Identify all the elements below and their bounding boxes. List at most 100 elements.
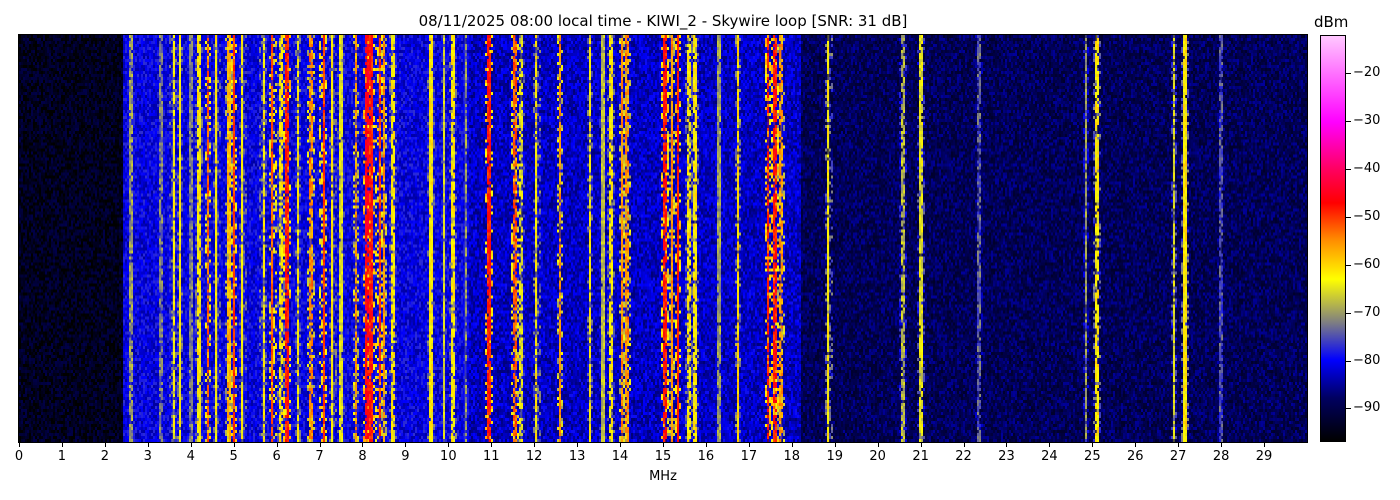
colorbar-tick <box>1346 264 1351 266</box>
signal-band <box>129 35 132 442</box>
x-tick <box>405 442 407 447</box>
x-tick-label: 9 <box>401 449 410 464</box>
signal-band <box>262 35 265 442</box>
colorbar-tick-label: −90 <box>1353 400 1381 416</box>
x-tick-label: 13 <box>568 449 586 464</box>
signal-band <box>919 35 922 442</box>
colorbar-tick <box>1346 169 1351 171</box>
signal-band <box>737 35 740 442</box>
signal-band <box>215 35 218 442</box>
signal-band <box>443 35 445 442</box>
x-tick-label: 11 <box>482 449 500 464</box>
x-tick-label: 25 <box>1084 449 1101 464</box>
signal-band <box>331 35 334 442</box>
signal-band <box>340 35 342 442</box>
x-tick-label: 23 <box>998 449 1015 464</box>
x-tick-label: 4 <box>186 449 195 464</box>
signal-band <box>271 35 274 442</box>
x-tick-label: 12 <box>525 449 543 464</box>
signal-band <box>625 35 628 442</box>
x-tick <box>319 442 321 447</box>
x-tick <box>920 442 922 447</box>
signal-band <box>1172 35 1175 442</box>
x-tick <box>963 442 965 447</box>
x-tick-label: 27 <box>1169 449 1187 464</box>
x-tick <box>705 442 707 447</box>
x-tick <box>448 442 450 447</box>
x-tick <box>190 442 192 447</box>
x-tick <box>663 442 664 447</box>
x-tick-label: 2 <box>100 449 109 464</box>
x-tick-label: 10 <box>440 449 457 464</box>
signal-band <box>780 35 783 442</box>
x-tick <box>104 442 106 447</box>
signal-band <box>451 35 454 442</box>
colorbar-tick-label: −40 <box>1353 161 1381 177</box>
colorbar-tick <box>1346 121 1351 123</box>
signal-band <box>189 35 192 442</box>
x-tick-label: 18 <box>783 449 801 464</box>
colorbar-tick <box>1346 408 1351 410</box>
signal-band <box>309 35 312 442</box>
signal-band <box>520 35 523 442</box>
signal-band <box>355 35 357 442</box>
x-tick-label: 15 <box>654 449 672 464</box>
x-tick-label: 24 <box>1041 449 1058 464</box>
x-tick <box>577 442 579 447</box>
signal-band <box>322 35 325 442</box>
x-tick <box>748 442 750 447</box>
signal-band <box>670 35 673 442</box>
colorbar-tick <box>1346 73 1351 75</box>
x-tick-label: 17 <box>740 449 758 464</box>
colorbar-tick-label: −80 <box>1353 352 1381 368</box>
x-tick <box>534 442 536 447</box>
chart-title: 08/11/2025 08:00 local time - KIWI_2 - S… <box>418 12 908 30</box>
x-tick <box>1135 442 1137 447</box>
colorbar-tick-label: −30 <box>1353 113 1381 129</box>
colorbar-tick-label: −20 <box>1353 65 1381 81</box>
waterfall-plot <box>19 35 1307 442</box>
colorbar-tick-label: −70 <box>1353 304 1381 320</box>
x-tick-label: 28 <box>1212 449 1230 464</box>
signal-band <box>827 35 830 442</box>
signal-band <box>664 35 667 442</box>
x-tick <box>834 442 836 447</box>
x-tick-label: 22 <box>955 449 972 464</box>
signal-band <box>677 35 679 442</box>
x-tick-label: 26 <box>1126 449 1144 464</box>
signal-band <box>378 35 381 442</box>
colorbar-tick <box>1346 312 1351 314</box>
x-tick <box>61 442 63 447</box>
signal-band <box>232 35 235 442</box>
x-tick <box>620 442 622 447</box>
x-tick <box>276 442 278 447</box>
signal-band <box>297 35 300 442</box>
x-tick-label: 8 <box>358 449 367 464</box>
x-tick <box>147 442 149 447</box>
x-tick <box>877 442 879 447</box>
signal-band <box>464 35 467 442</box>
signal-band <box>370 35 373 442</box>
signal-band <box>179 35 181 442</box>
signal-band <box>773 35 776 442</box>
signal-band <box>621 35 624 442</box>
signal-band <box>228 35 231 442</box>
colorbar-tick-label: −50 <box>1353 208 1381 224</box>
signal-band <box>206 35 209 442</box>
colorbar-tick-label: −60 <box>1353 256 1381 272</box>
signal-band <box>159 35 162 442</box>
signal-band <box>382 35 385 442</box>
x-tick <box>791 442 793 447</box>
x-tick-label: 19 <box>826 449 843 464</box>
x-tick <box>1049 442 1051 447</box>
x-tick-label: 7 <box>315 449 324 464</box>
signal-band <box>559 35 561 442</box>
signal-overlay <box>129 35 1223 442</box>
x-tick <box>1006 442 1008 447</box>
x-axis-label: MHz <box>649 469 677 484</box>
signal-band <box>589 35 591 442</box>
signal-band <box>488 35 491 442</box>
signal-band <box>717 35 720 442</box>
signal-band <box>977 35 980 442</box>
signal-band <box>279 35 282 442</box>
